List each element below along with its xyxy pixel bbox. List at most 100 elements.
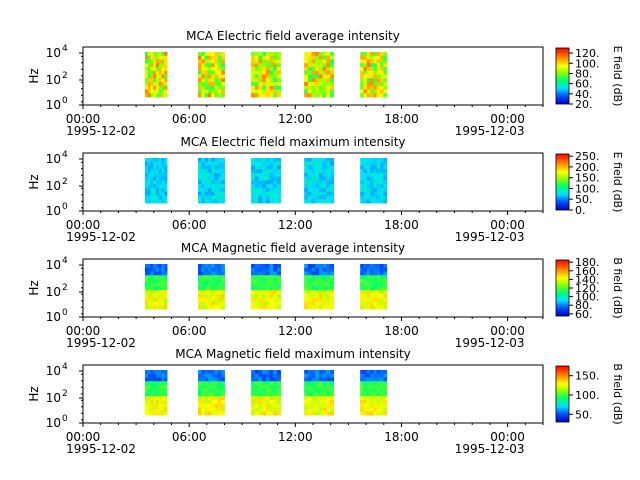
heatmap-cell: [158, 373, 162, 378]
heatmap-cell: [150, 279, 154, 284]
heatmap-cell: [273, 381, 278, 386]
heatmap-cell: [304, 279, 309, 284]
heatmap-cell: [273, 184, 278, 189]
heatmap-cell: [311, 388, 316, 393]
heatmap-cell: [155, 85, 160, 90]
heatmap-cell: [211, 89, 215, 94]
heatmap-cell: [144, 301, 149, 306]
heatmap-cell: [318, 161, 323, 166]
heatmap-cell: [262, 385, 267, 390]
heatmap-cell: [380, 67, 384, 72]
heatmap-cell: [311, 63, 316, 68]
heatmap-cell: [254, 169, 259, 174]
heatmap-cell: [360, 195, 364, 200]
heatmap-cell: [315, 403, 320, 408]
heatmap-cell: [276, 85, 281, 90]
heatmap-cell: [329, 173, 335, 178]
heatmap-cell: [155, 305, 160, 310]
heatmap-cell: [265, 173, 270, 178]
heatmap-cell: [150, 297, 154, 302]
heatmap-cell: [311, 286, 316, 291]
heatmap-cell: [311, 52, 316, 57]
heatmap-cell: [373, 392, 378, 397]
heatmap-cell: [251, 279, 256, 284]
heatmap-cell: [258, 74, 263, 79]
heatmap-cell: [315, 279, 320, 284]
heatmap-cell: [207, 191, 212, 196]
heatmap-cell: [360, 381, 364, 386]
heatmap-cell: [254, 275, 259, 280]
heatmap-cell: [204, 158, 209, 163]
heatmap-cell: [207, 188, 212, 193]
heatmap-cell: [276, 59, 281, 64]
heatmap-cell: [363, 392, 368, 397]
heatmap-cell: [158, 184, 162, 189]
y-tick-exponent: 2: [62, 71, 68, 81]
heatmap-cell: [254, 158, 259, 163]
heatmap-cell: [318, 85, 323, 90]
heatmap-cell: [158, 169, 162, 174]
heatmap-cell: [363, 279, 368, 284]
heatmap-cell: [251, 161, 256, 166]
heatmap-cell: [269, 400, 274, 405]
heatmap-cell: [318, 388, 323, 393]
heatmap-cell: [214, 400, 219, 405]
heatmap-cell: [322, 400, 327, 405]
heatmap-cell: [273, 55, 278, 60]
heatmap-cell: [211, 188, 215, 193]
heatmap-cell: [155, 195, 160, 200]
heatmap-cell: [204, 93, 209, 98]
heatmap-cell: [161, 294, 165, 299]
heatmap-cell: [370, 286, 374, 291]
heatmap-cell: [198, 191, 202, 196]
heatmap-cell: [265, 59, 270, 64]
heatmap-cell: [204, 411, 209, 416]
heatmap-cell: [315, 370, 320, 375]
heatmap-cell: [318, 271, 323, 276]
heatmap-cell: [315, 165, 320, 170]
colorbar-tick-label: 80.: [575, 299, 593, 312]
heatmap-cell: [198, 78, 202, 83]
heatmap-cell: [254, 282, 259, 287]
heatmap-cell: [366, 52, 371, 57]
y-tick-exponent: 0: [62, 308, 68, 318]
heatmap-cell: [144, 161, 149, 166]
heatmap-cell: [380, 184, 384, 189]
heatmap-cell: [269, 411, 274, 416]
heatmap-cell: [373, 290, 378, 295]
heatmap-cell: [214, 191, 219, 196]
heatmap-cell: [258, 59, 263, 64]
heatmap-cell: [370, 52, 374, 57]
heatmap-cell: [262, 279, 267, 284]
heatmap-cell: [214, 195, 219, 200]
panel-title: MCA Electric field average intensity: [186, 29, 400, 43]
heatmap-cell: [262, 403, 267, 408]
heatmap-cell: [214, 294, 219, 299]
heatmap-cell: [311, 67, 316, 72]
heatmap-cell: [198, 184, 202, 189]
heatmap-cell: [307, 55, 312, 60]
y-tick-label: 10: [46, 310, 61, 324]
heatmap-cell: [380, 165, 384, 170]
heatmap-cell: [273, 173, 278, 178]
heatmap-cell: [273, 199, 278, 204]
y-tick-label: 10: [46, 416, 61, 430]
heatmap-cell: [161, 169, 165, 174]
heatmap-cell: [258, 264, 263, 269]
heatmap-cell: [217, 82, 222, 87]
heatmap-cell: [201, 74, 206, 79]
x-tick-label: 00:00: [490, 218, 525, 232]
heatmap-cell: [326, 373, 331, 378]
heatmap-cell: [269, 70, 274, 75]
heatmap-cell: [161, 305, 165, 310]
heatmap-cell: [214, 89, 219, 94]
heatmap-cell: [311, 377, 316, 382]
heatmap-cell: [204, 78, 209, 83]
heatmap-cell: [307, 89, 312, 94]
heatmap-cell: [211, 82, 215, 87]
heatmap-cell: [373, 370, 378, 375]
heatmap-cell: [221, 195, 225, 200]
y-tick-label: 10: [46, 98, 61, 112]
heatmap-cell: [265, 70, 270, 75]
heatmap-cell: [329, 297, 335, 302]
